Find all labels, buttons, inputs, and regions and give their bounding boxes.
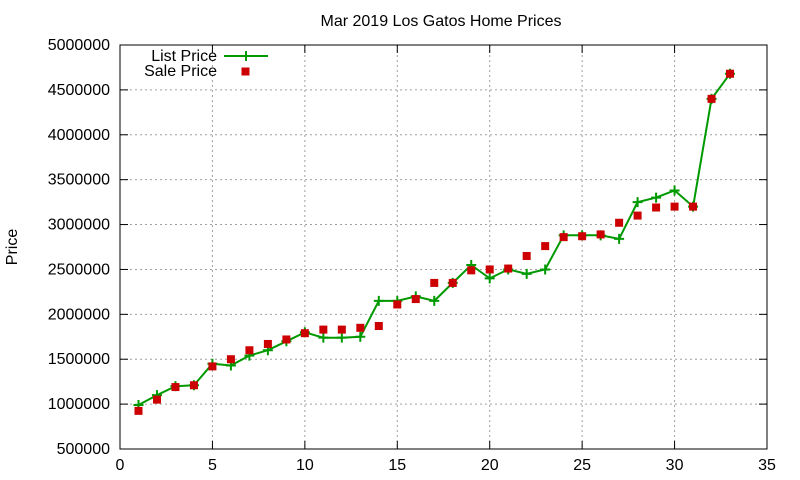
sale-price-point bbox=[152, 395, 161, 404]
y-tick-label: 1000000 bbox=[48, 396, 110, 413]
list-price-point bbox=[355, 331, 366, 342]
sale-price-point bbox=[393, 300, 402, 309]
sale-price-point bbox=[245, 346, 254, 355]
list-price-point bbox=[521, 268, 532, 279]
x-tick-label: 10 bbox=[296, 457, 314, 474]
x-tick-label: 0 bbox=[116, 457, 125, 474]
x-tick-label: 25 bbox=[573, 457, 591, 474]
sale-price-point bbox=[356, 323, 365, 332]
list-price-point bbox=[429, 295, 440, 306]
list-price-point bbox=[336, 332, 347, 343]
sale-price-point bbox=[374, 322, 383, 331]
list-price-point bbox=[651, 192, 662, 203]
chart-title: Mar 2019 Los Gatos Home Prices bbox=[321, 13, 562, 30]
y-tick-label: 2500000 bbox=[48, 261, 110, 278]
sale-price-point bbox=[171, 383, 180, 392]
sale-price-point bbox=[504, 264, 513, 273]
list-price-point bbox=[669, 185, 680, 196]
sale-price-point bbox=[578, 232, 587, 241]
sale-price-point bbox=[189, 381, 198, 390]
sale-price-point bbox=[467, 266, 476, 275]
y-tick-label: 2000000 bbox=[48, 306, 110, 323]
sale-price-point bbox=[208, 362, 217, 371]
y-axis-label: Price bbox=[4, 229, 21, 266]
y-tick-label: 500000 bbox=[57, 441, 110, 458]
sale-price-point bbox=[707, 94, 716, 103]
list-price-point bbox=[318, 332, 329, 343]
sale-price-point bbox=[134, 406, 143, 415]
x-tick-label: 15 bbox=[388, 457, 406, 474]
legend: List Price Sale Price bbox=[144, 48, 268, 80]
x-axis: 0 5 10 15 20 25 30 35 bbox=[116, 45, 776, 474]
legend-label-list-price: List Price bbox=[151, 48, 217, 65]
legend-label-sale-price: Sale Price bbox=[144, 63, 217, 80]
list-price-point bbox=[540, 264, 551, 275]
y-tick-label: 4000000 bbox=[48, 127, 110, 144]
sale-price-point bbox=[411, 295, 420, 304]
legend-marker-list-price bbox=[241, 51, 251, 61]
sale-price-point bbox=[615, 218, 624, 227]
list-price-point bbox=[632, 197, 643, 208]
legend-marker-sale-price bbox=[241, 67, 250, 76]
sale-price-point bbox=[596, 230, 605, 239]
list-price-point bbox=[614, 233, 625, 244]
list-price-point bbox=[373, 295, 384, 306]
x-tick-label: 5 bbox=[208, 457, 217, 474]
grid-lines bbox=[120, 45, 767, 449]
data-series bbox=[133, 68, 736, 415]
y-axis: 500000 1000000 1500000 2000000 2500000 300000… bbox=[48, 37, 767, 458]
sale-price-point bbox=[689, 202, 698, 211]
sale-price-point bbox=[319, 325, 328, 334]
list-price-point bbox=[484, 273, 495, 284]
y-tick-label: 3500000 bbox=[48, 172, 110, 189]
plot-area-border bbox=[119, 44, 768, 450]
x-tick-label: 35 bbox=[758, 457, 776, 474]
sale-price-point bbox=[282, 335, 291, 344]
y-tick-label: 4500000 bbox=[48, 82, 110, 99]
y-tick-label: 1500000 bbox=[48, 351, 110, 368]
sale-price-point bbox=[300, 329, 309, 338]
sale-price-point bbox=[430, 278, 439, 287]
sale-price-point bbox=[652, 203, 661, 212]
sale-price-point bbox=[541, 242, 550, 251]
sale-price-point bbox=[559, 233, 568, 242]
x-tick-label: 20 bbox=[481, 457, 499, 474]
sale-price-point bbox=[337, 325, 346, 334]
sale-price-point bbox=[226, 355, 235, 364]
sale-price-point bbox=[633, 211, 642, 220]
sale-price-point bbox=[726, 69, 735, 78]
sale-price-point bbox=[522, 251, 531, 260]
sale-price-point bbox=[485, 265, 494, 274]
sale-price-point bbox=[263, 339, 272, 348]
sale-price-point bbox=[670, 202, 679, 211]
sale-price-point bbox=[448, 278, 457, 287]
y-tick-label: 3000000 bbox=[48, 217, 110, 234]
x-tick-label: 30 bbox=[666, 457, 684, 474]
y-tick-label: 5000000 bbox=[48, 37, 110, 54]
